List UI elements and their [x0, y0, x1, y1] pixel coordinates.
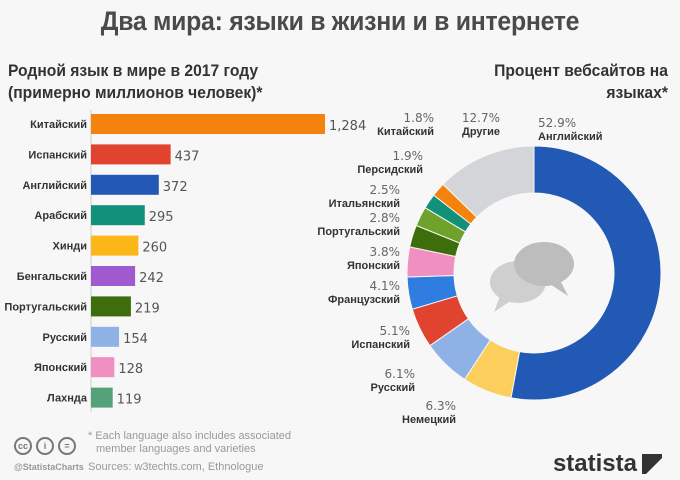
bar-value-label: 372 — [163, 180, 188, 195]
bar — [91, 144, 171, 165]
donut-category-label: Персидский — [357, 164, 423, 176]
bar-value-label: 128 — [118, 362, 143, 377]
bar — [91, 296, 131, 317]
donut-category-label: Итальянский — [329, 198, 400, 210]
bar — [91, 235, 139, 256]
bar-value-label: 119 — [117, 393, 142, 408]
bar-category-label: Хинди — [53, 241, 88, 253]
footnote-1: * Each language also includes associated — [88, 430, 292, 442]
bar-value-label: 295 — [149, 210, 174, 225]
bar-chart-title: Родной язык в мире в 2017 году (примерно … — [8, 61, 263, 102]
donut-category-label: Японский — [347, 260, 400, 272]
bar-category-label: Лахнда — [47, 393, 88, 405]
bar-category-label: Китайский — [30, 119, 87, 131]
donut-chart-title: Процент вебсайтов на языках* — [494, 61, 668, 102]
bar — [91, 326, 120, 347]
bar-category-label: Испанский — [28, 149, 87, 161]
donut-value-label: 4.1% — [370, 279, 401, 293]
donut-category-label: Испанский — [351, 339, 410, 351]
bar — [91, 266, 136, 286]
donut-value-label: 52.9% — [538, 116, 576, 130]
donut-slice — [442, 145, 535, 218]
license-icons: cc i = — [14, 437, 76, 455]
donut-category-label: Английский — [538, 131, 603, 143]
bar-value-label: 437 — [175, 149, 200, 164]
bar-value-label: 242 — [139, 271, 164, 286]
donut-value-label: 2.8% — [370, 211, 401, 225]
page-title: Два мира: языки в жизни и в интернете — [100, 6, 580, 36]
bar — [91, 357, 115, 378]
donut-category-label: Французский — [328, 294, 400, 306]
bar — [91, 387, 113, 408]
donut-value-label: 5.1% — [380, 324, 411, 338]
bar — [91, 114, 325, 134]
cc-icon: cc — [14, 437, 32, 455]
bar-category-label: Арабский — [34, 210, 87, 222]
statista-logo-icon — [642, 454, 662, 474]
by-icon: i — [36, 437, 54, 455]
donut-value-label: 6.1% — [385, 367, 416, 381]
bar-category-label: Португальский — [4, 301, 87, 313]
donut-slice — [510, 145, 662, 401]
donut-value-label: 1.8% — [404, 111, 435, 125]
bar-category-label: Русский — [43, 332, 87, 344]
footnote-2: member languages and varieties — [96, 443, 256, 455]
bar — [91, 174, 159, 195]
bar-value-label: 219 — [135, 301, 160, 316]
donut-value-label: 12.7% — [462, 111, 500, 125]
handle: @StatistaCharts — [14, 462, 84, 472]
statista-logo[interactable]: statista — [553, 450, 662, 478]
bar-value-label: 154 — [123, 332, 148, 347]
donut-category-label: Другие — [462, 126, 500, 138]
donut-category-label: Немецкий — [402, 414, 456, 426]
nd-icon: = — [58, 437, 76, 455]
sources: Sources: w3techts.com, Ethnologue — [88, 461, 264, 473]
speech-bubbles-icon — [490, 242, 574, 312]
bar-value-label: 1,284 — [329, 119, 366, 134]
donut-category-label: Португальский — [317, 226, 400, 238]
donut-value-label: 3.8% — [370, 245, 401, 259]
donut-value-label: 1.9% — [393, 149, 424, 163]
donut-value-label: 6.3% — [426, 399, 457, 413]
bar-value-label: 260 — [142, 241, 167, 256]
bar-category-label: Бенгальский — [17, 271, 87, 283]
bar-category-label: Английский — [22, 180, 87, 192]
donut-category-label: Русский — [371, 382, 415, 394]
donut-value-label: 2.5% — [370, 183, 401, 197]
donut-category-label: Китайский — [377, 126, 434, 138]
bar — [91, 205, 145, 226]
bar-category-label: Японский — [34, 362, 87, 374]
